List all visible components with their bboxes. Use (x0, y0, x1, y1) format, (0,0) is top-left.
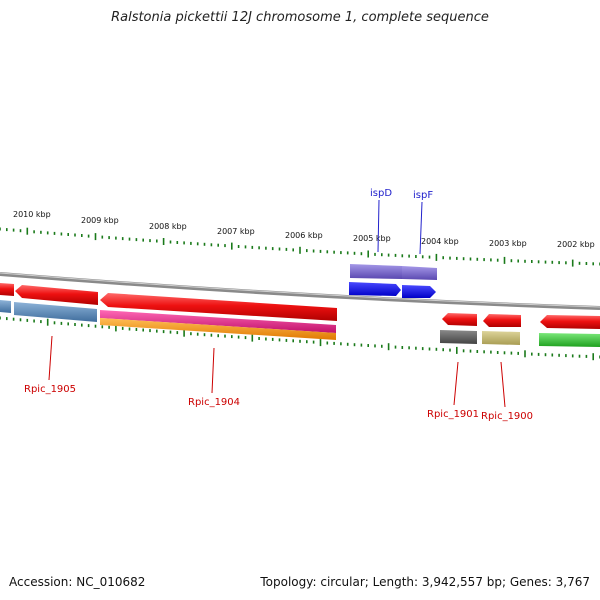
green-feature-right-edge[interactable] (539, 333, 600, 347)
rpic-1900-leader-line (500, 361, 506, 408)
rpic-1901-leader-line (453, 361, 459, 406)
lower-scale-ruler (0, 316, 600, 361)
map-title: Ralstonia pickettii 12J chromosome 1, co… (111, 10, 489, 25)
rpic-1904-leader-line (211, 347, 215, 394)
ispD-cds-arrow[interactable] (349, 282, 401, 296)
ruler-label-2010: 2010 kbp (13, 210, 51, 219)
cds-feature-left-edge[interactable] (0, 300, 11, 313)
topology-text: Topology: circular; Length: 3,942,557 bp… (260, 575, 590, 589)
rpic-1901-label[interactable]: Rpic_1901 (427, 409, 479, 420)
rpic-1904-feature-orange[interactable] (100, 318, 336, 340)
ruler-label-2007: 2007 kbp (217, 227, 255, 236)
ispD-label[interactable]: ispD (370, 188, 392, 199)
backbone-arc (0, 272, 600, 310)
ispF-leader-line (419, 201, 423, 255)
ispF-label[interactable]: ispF (413, 190, 433, 201)
ispD-feature[interactable] (350, 264, 402, 279)
ruler-label-2006: 2006 kbp (285, 231, 323, 240)
rpic-1904-feature-magenta[interactable] (100, 310, 336, 333)
ruler-label-2009: 2009 kbp (81, 216, 119, 225)
accession-text: Accession: NC_010682 (9, 575, 146, 589)
ispD-leader-line (377, 199, 380, 253)
rpic-1900-feature[interactable] (482, 331, 520, 345)
ruler-label-2005: 2005 kbp (353, 234, 391, 243)
ruler-label-2002: 2002 kbp (557, 240, 595, 249)
rpic-1904-label[interactable]: Rpic_1904 (188, 397, 240, 408)
rpic-1905-label[interactable]: Rpic_1905 (24, 384, 76, 395)
rpic-1905-cds-arrow[interactable] (15, 285, 98, 305)
ispF-cds-arrow[interactable] (402, 285, 436, 298)
rpic-1901-feature[interactable] (440, 330, 477, 344)
ruler-label-2008: 2008 kbp (149, 222, 187, 231)
ispD-feature-cap[interactable] (402, 266, 437, 280)
cds-arrow-right-edge[interactable] (540, 315, 600, 329)
ruler-label-2003: 2003 kbp (489, 239, 527, 248)
rpic-1904-cds-arrow[interactable] (100, 293, 337, 321)
rpic-1900-cds-arrow[interactable] (483, 314, 521, 327)
rpic-1901-cds-arrow[interactable] (442, 313, 477, 326)
cds-arrow-left-edge[interactable] (0, 283, 14, 296)
ruler-label-2004: 2004 kbp (421, 237, 459, 246)
rpic-1900-label[interactable]: Rpic_1900 (481, 411, 533, 422)
upper-scale-ruler (0, 227, 600, 267)
rpic-1905-feature[interactable] (14, 302, 97, 322)
rpic-1905-leader-line (48, 335, 53, 381)
